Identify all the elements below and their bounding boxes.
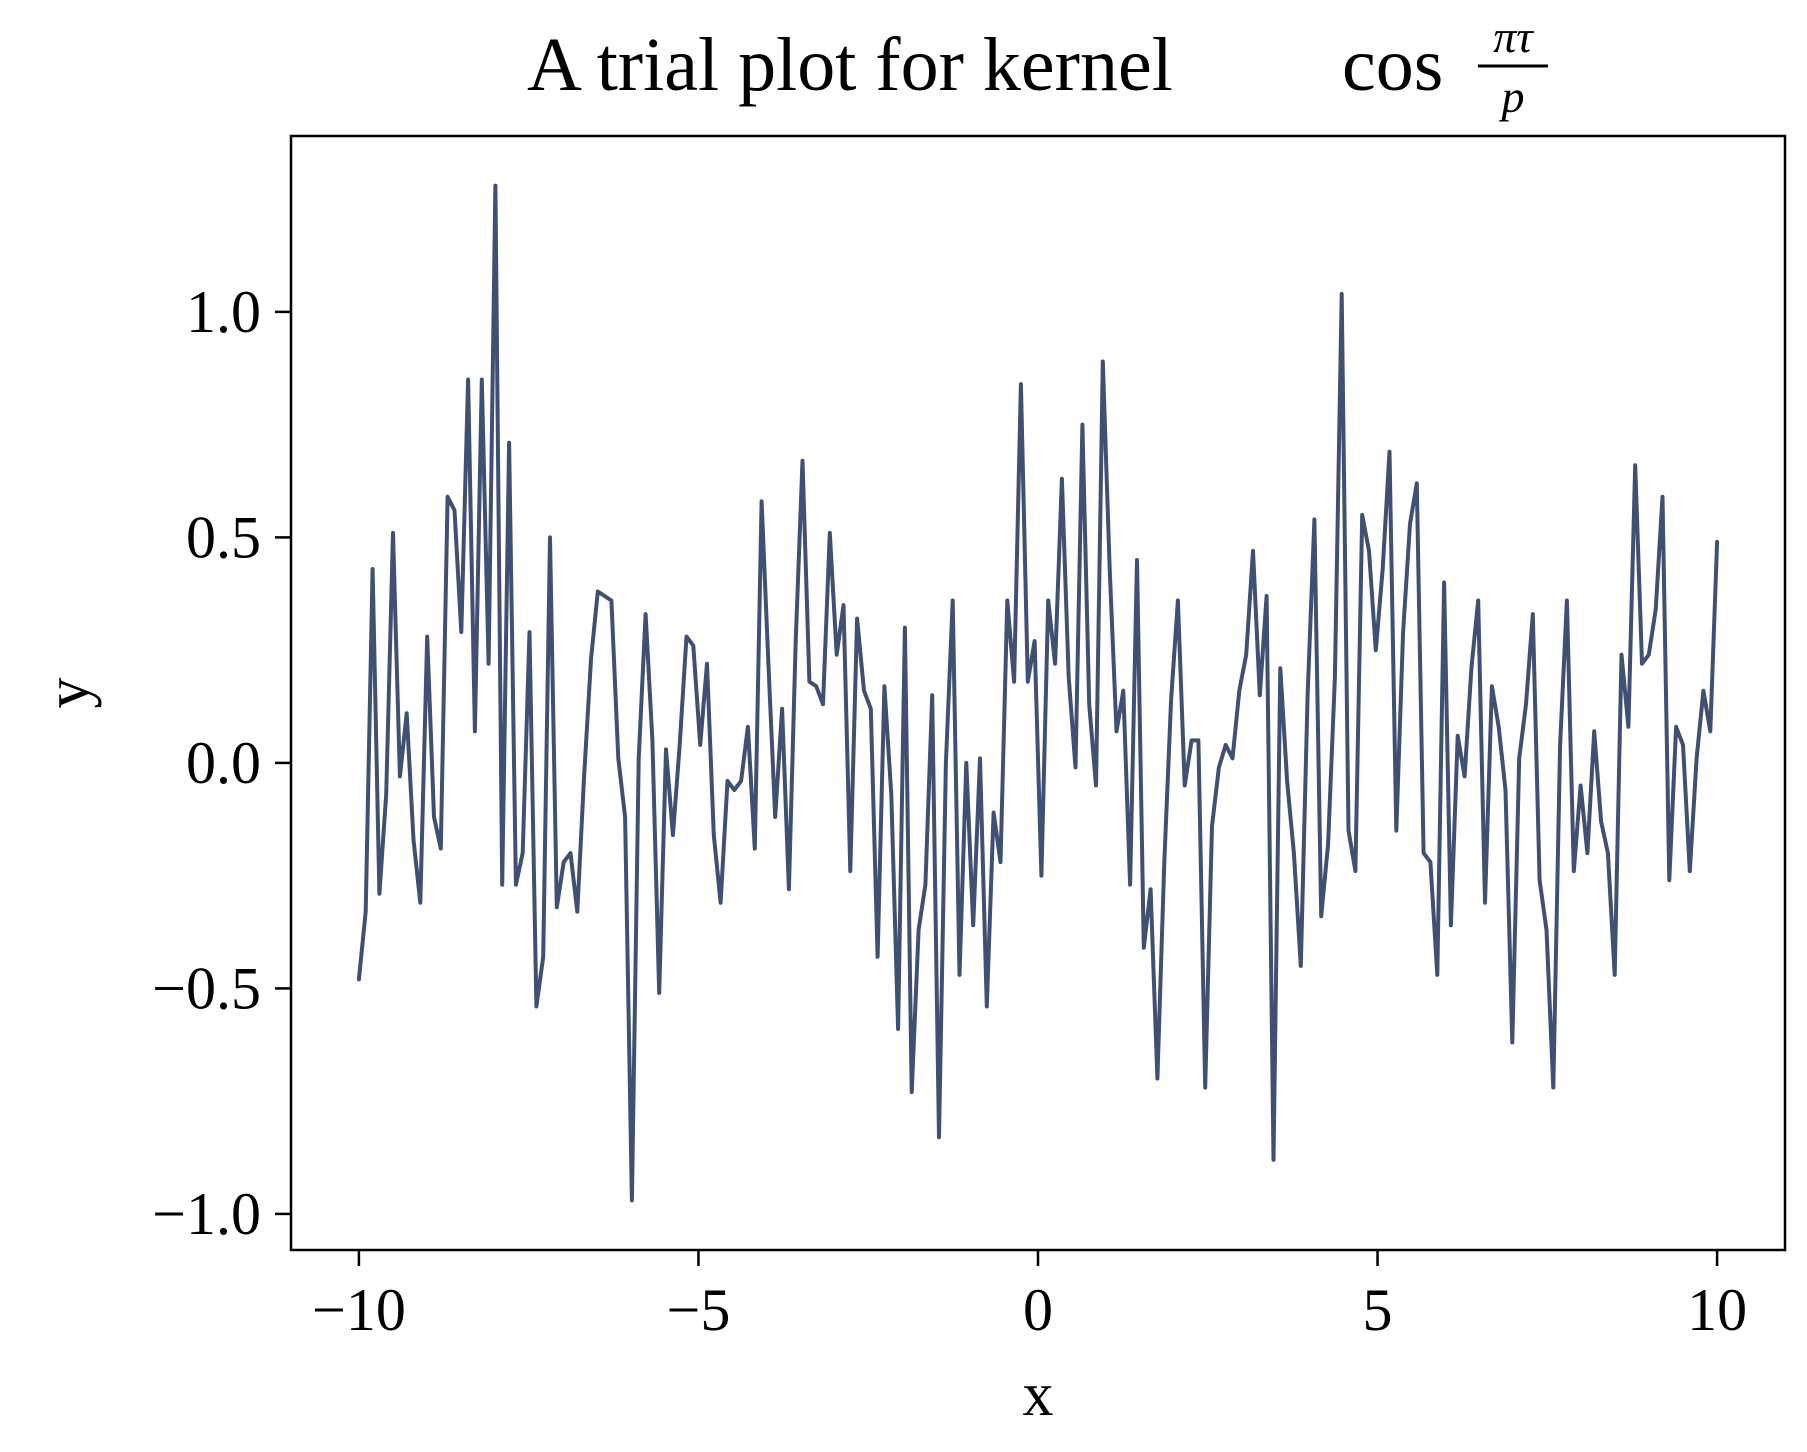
y-axis-label: y [34,678,102,709]
x-axis-ticks: −10 −5 0 5 10 [312,1250,1747,1343]
y-tick-label: 0.0 [186,730,261,796]
y-tick-label: −0.5 [152,955,261,1021]
x-tick-label: 0 [1023,1277,1053,1343]
title-fraction-numerator: πτ [1493,11,1534,62]
y-axis-ticks: −1.0 −0.5 0.0 0.5 1.0 [152,279,291,1247]
x-tick-label: −10 [312,1277,406,1343]
x-axis-label: x [1023,1361,1054,1429]
y-tick-label: −1.0 [152,1181,261,1247]
series-line [356,183,1720,1203]
title-text: A trial plot for kernel [527,23,1173,107]
chart-title: A trial plot for kernel cos πτ p [527,11,1548,122]
x-tick-label: −5 [667,1277,731,1343]
x-tick-label: 5 [1363,1277,1393,1343]
title-fraction-denominator: p [1499,71,1525,122]
y-tick-label: 1.0 [186,279,261,345]
x-tick-label: 10 [1687,1277,1747,1343]
title-func: cos [1342,23,1443,107]
y-tick-label: 0.5 [186,504,261,570]
